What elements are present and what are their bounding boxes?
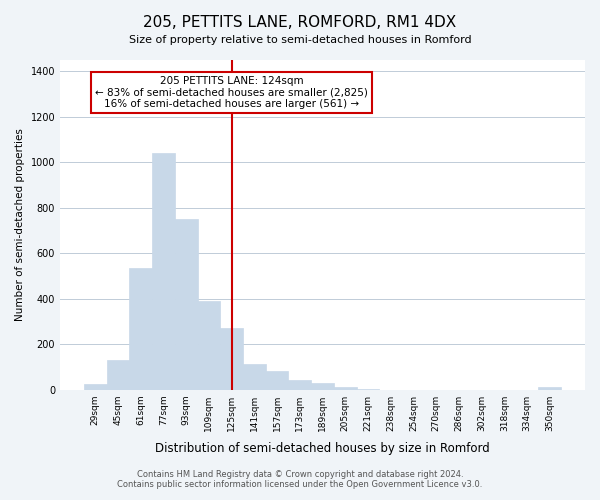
Bar [107,360,130,390]
Bar [243,364,266,390]
Bar [152,153,175,390]
Bar [266,372,289,390]
Text: Contains HM Land Registry data © Crown copyright and database right 2024.
Contai: Contains HM Land Registry data © Crown c… [118,470,482,489]
Bar [197,301,220,390]
Text: 205, PETTITS LANE, ROMFORD, RM1 4DX: 205, PETTITS LANE, ROMFORD, RM1 4DX [143,15,457,30]
Bar [311,384,334,390]
X-axis label: Distribution of semi-detached houses by size in Romford: Distribution of semi-detached houses by … [155,442,490,455]
Bar [220,328,243,390]
Bar [130,268,152,390]
Text: Size of property relative to semi-detached houses in Romford: Size of property relative to semi-detach… [128,35,472,45]
Bar [175,219,197,390]
Bar [334,388,356,390]
Bar [538,388,561,390]
Bar [356,388,379,390]
Bar [84,384,107,390]
Y-axis label: Number of semi-detached properties: Number of semi-detached properties [15,128,25,322]
Text: 205 PETTITS LANE: 124sqm
← 83% of semi-detached houses are smaller (2,825)
16% o: 205 PETTITS LANE: 124sqm ← 83% of semi-d… [95,76,368,109]
Bar [289,380,311,390]
